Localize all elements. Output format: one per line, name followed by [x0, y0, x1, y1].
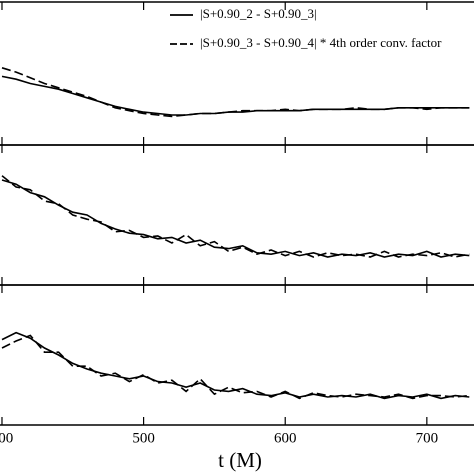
series-line: [1, 67, 470, 118]
x-tick-label: 600: [274, 430, 297, 446]
series-line: [1, 334, 470, 400]
series-line: [1, 175, 470, 258]
x-tick-label: 700: [416, 430, 439, 446]
series-line: [1, 179, 470, 258]
panel-frame: [0, 284, 474, 426]
series-line: [1, 75, 470, 116]
legend-label: |S+0.90_3 - S+0.90_4| * 4th order conv. …: [200, 35, 442, 50]
legend-label: |S+0.90_2 - S+0.90_3|: [200, 6, 317, 21]
x-axis-label: t (M): [218, 448, 262, 472]
x-tick-label: 400: [0, 430, 13, 446]
panel-frame: [0, 144, 474, 286]
x-tick-label: 500: [132, 430, 155, 446]
panel-frame: [0, 1, 474, 146]
